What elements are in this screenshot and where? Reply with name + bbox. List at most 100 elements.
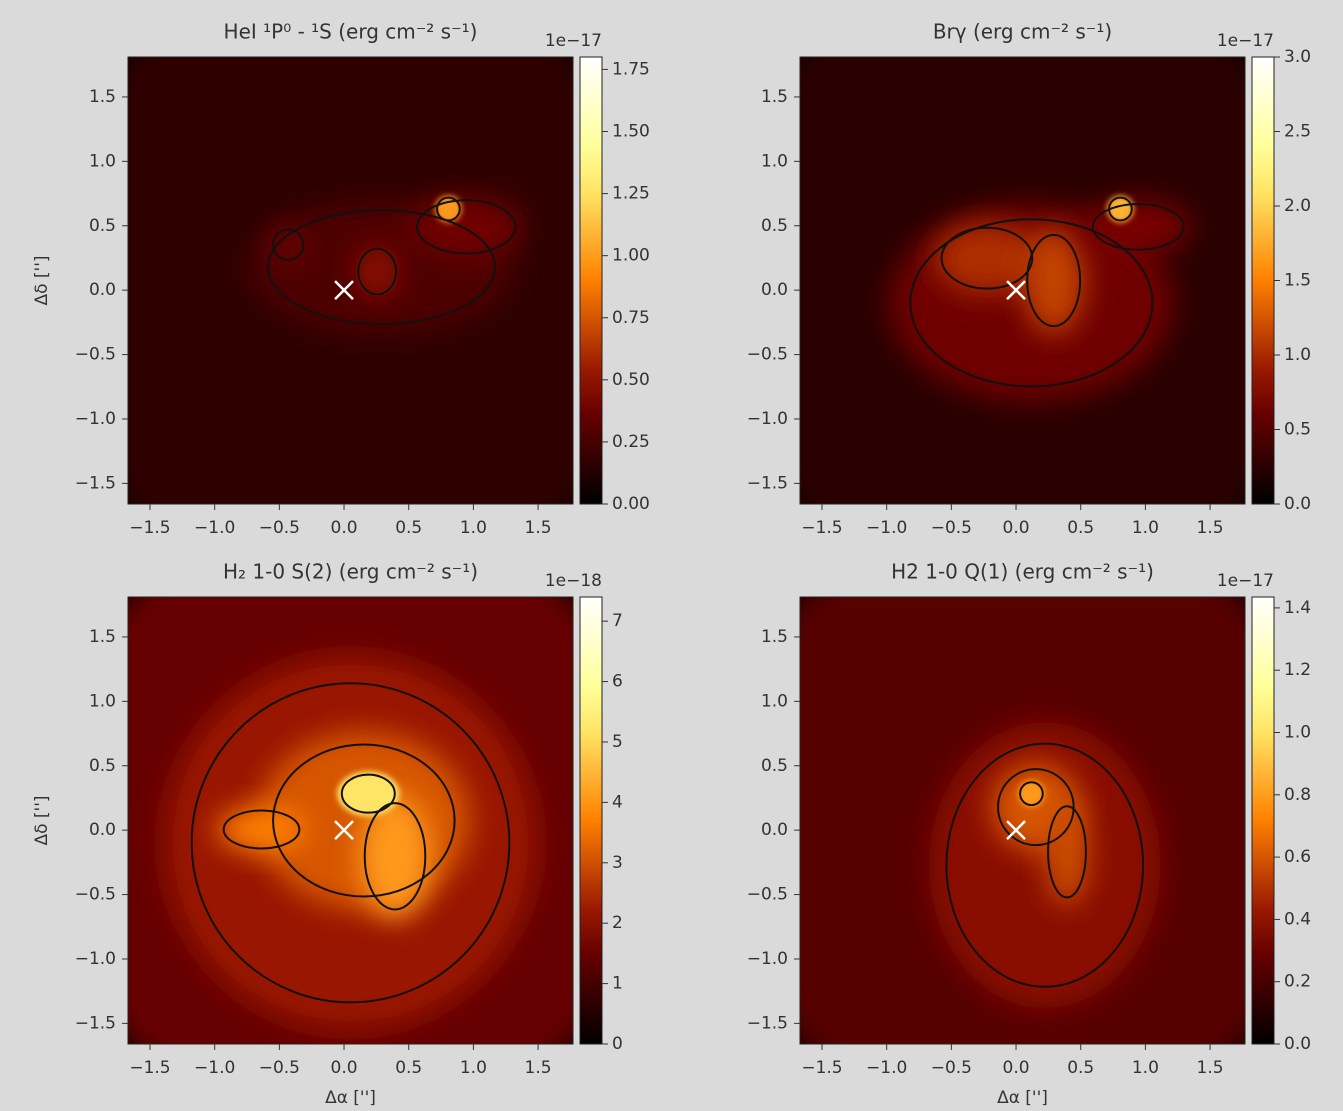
x-tick-label: −0.5 [931, 1058, 972, 1078]
y-tick-label: 0.5 [761, 756, 788, 776]
x-tick-label: 0.5 [1067, 1058, 1094, 1078]
colorbar-tick-label: 0.75 [612, 308, 650, 328]
colorbar-tick-label: 0.0 [1284, 494, 1311, 514]
contour [1108, 196, 1133, 222]
colorbar-offset: 1e−17 [545, 31, 602, 51]
contour [997, 768, 1075, 847]
emission [929, 722, 1161, 1009]
colorbar-offset: 1e−17 [1217, 571, 1274, 591]
colorbar [579, 596, 603, 1045]
panel: −1.5 −1.0 −0.5 0.0 0.5 1.0 1.5−1.5−1.0−0.50.00… [747, 20, 1311, 539]
y-tick-label: 1.0 [761, 691, 788, 711]
x-tick-label: 1.5 [1197, 1058, 1224, 1078]
y-tick-label: 1.0 [761, 151, 788, 171]
colorbar-tick-label: 2 [612, 913, 623, 933]
colorbar-tick-label: 0.2 [1284, 972, 1311, 992]
y-tick-label: −0.5 [75, 885, 116, 905]
colorbar-tick-label: 0 [612, 1034, 623, 1054]
axes-frame [127, 596, 574, 1045]
colorbar-tick-label: 0.25 [612, 432, 650, 452]
contour [363, 802, 427, 911]
x-tick-label: 1.0 [460, 518, 487, 538]
y-tick-label: 0.0 [761, 820, 788, 840]
x-tick-label: −1.0 [194, 518, 235, 538]
panel: −1.5 −1.0 −0.5 0.0 0.5 1.0 1.5−1.5−1.0−0.50.00… [32, 20, 650, 539]
emission [354, 244, 400, 299]
y-tick-label: 0.5 [89, 216, 116, 236]
panel: −1.5 −1.0 −0.5 0.0 0.5 1.0 1.5−1.5−1.0−0.50.00… [747, 560, 1311, 1109]
chart-title: H₂ 1-0 S(2) (erg cm⁻² s⁻¹) [223, 560, 478, 584]
x-tick-label: 0.0 [1003, 1058, 1030, 1078]
position-marker [334, 280, 354, 301]
x-tick-label: 0.5 [395, 1058, 422, 1078]
y-tick-label: 1.5 [761, 87, 788, 107]
position-marker [334, 820, 354, 841]
colorbar-tick-label: 1.0 [1284, 345, 1311, 365]
contour [190, 682, 511, 1004]
contour [267, 209, 497, 326]
y-tick-label: 0.0 [89, 280, 116, 300]
x-tick-label: 1.0 [1132, 1058, 1159, 1078]
position-marker [1006, 820, 1026, 841]
y-tick-label: 0.5 [761, 216, 788, 236]
emission [408, 195, 525, 259]
x-tick-label: 1.5 [525, 1058, 552, 1078]
x-tick-label: 0.0 [331, 518, 358, 538]
contour [1091, 203, 1185, 251]
axes-frame [799, 596, 1246, 1045]
y-tick-label: 1.0 [89, 151, 116, 171]
x-tick-label: −1.5 [129, 1058, 170, 1078]
colorbar-tick-label: 0.8 [1284, 785, 1311, 805]
contour [357, 247, 398, 296]
colorbar-tick-label: 7 [612, 611, 623, 631]
emission [270, 226, 307, 263]
chart-title: H2 1-0 Q(1) (erg cm⁻² s⁻¹) [891, 560, 1154, 584]
y-tick-label: −1.5 [75, 1013, 116, 1033]
colorbar-tick-label: 0.5 [1284, 420, 1311, 440]
x-tick-label: 0.0 [1003, 518, 1030, 538]
chart-title: Brγ (erg cm⁻² s⁻¹) [933, 20, 1112, 44]
x-tick-label: −1.0 [866, 518, 907, 538]
contour [1047, 805, 1087, 899]
colorbar-tick-label: 1.4 [1284, 598, 1311, 618]
x-tick-label: 1.5 [1197, 518, 1224, 538]
contour [940, 226, 1034, 290]
contour [436, 196, 461, 222]
y-tick-label: 1.0 [89, 691, 116, 711]
contour [1019, 781, 1044, 807]
colorbar-tick-label: 5 [612, 732, 623, 752]
colorbar-tick-label: 4 [612, 792, 623, 812]
emission [217, 807, 306, 852]
contour [222, 809, 301, 850]
chart-title: HeI ¹P⁰ - ¹S (erg cm⁻² s⁻¹) [224, 20, 478, 44]
x-tick-label: −1.5 [129, 518, 170, 538]
emission [1022, 226, 1085, 335]
colorbar [1251, 596, 1275, 1045]
map-image [128, 57, 573, 504]
y-axis-label: Δδ [''] [32, 255, 52, 305]
x-axis-label: Δα [''] [997, 1088, 1048, 1108]
x-axis-label: Δα [''] [325, 1088, 376, 1108]
colorbar-tick-label: 1.2 [1284, 660, 1311, 680]
x-tick-label: −1.0 [866, 1058, 907, 1078]
colorbar-tick-label: 3.0 [1284, 47, 1311, 67]
contour [272, 228, 305, 261]
colorbar-tick-label: 1.75 [612, 59, 650, 79]
emission [1044, 798, 1090, 906]
emission [359, 793, 431, 919]
y-tick-label: −0.5 [75, 345, 116, 365]
axes-frame [799, 56, 1246, 505]
colorbar-tick-label: 2.0 [1284, 196, 1311, 216]
y-tick-label: 1.5 [89, 627, 116, 647]
emission [1107, 195, 1134, 223]
colorbar-tick-label: 1.25 [612, 184, 650, 204]
emission [1084, 200, 1192, 254]
map-image [800, 57, 1245, 504]
contour [416, 199, 517, 255]
contour [272, 743, 456, 898]
colorbar [579, 56, 603, 505]
x-tick-label: 0.5 [395, 518, 422, 538]
contour [1026, 233, 1082, 328]
